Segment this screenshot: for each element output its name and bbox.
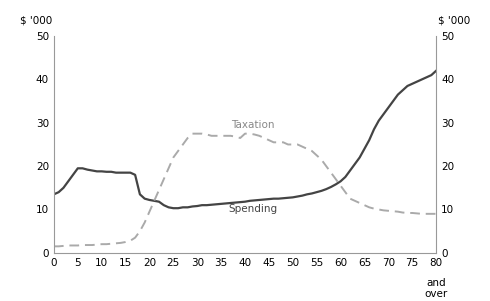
- Text: and
over: and over: [424, 278, 448, 299]
- Text: $ '000: $ '000: [20, 15, 52, 25]
- Text: Taxation: Taxation: [231, 120, 274, 130]
- Text: $ '000: $ '000: [438, 15, 470, 25]
- Text: Spending: Spending: [228, 204, 277, 215]
